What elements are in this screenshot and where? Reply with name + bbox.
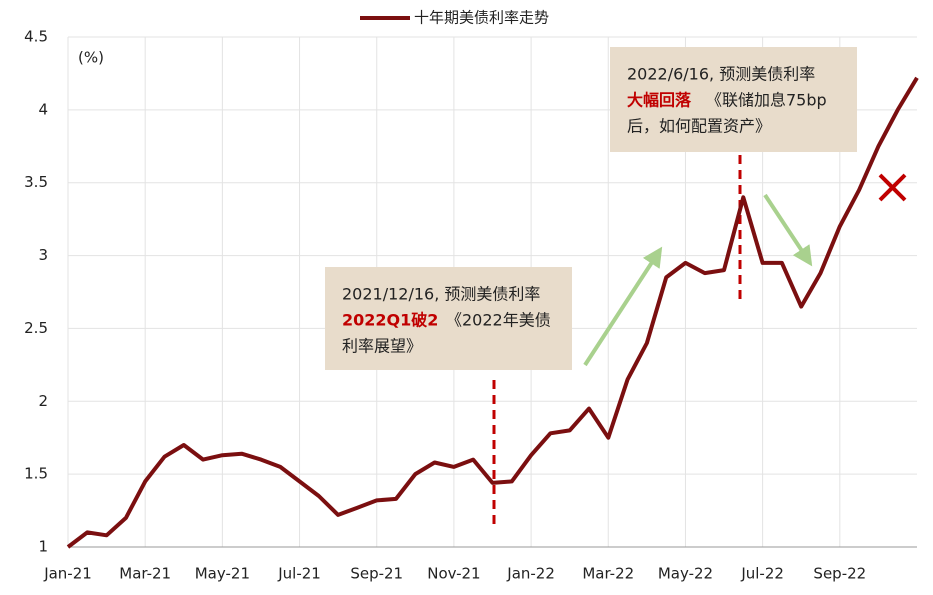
y-tick-label: 4.5 (24, 28, 48, 46)
x-tick-label: Sep-22 (813, 565, 866, 583)
x-tick-label: May-21 (195, 565, 250, 583)
series-line (66, 76, 919, 549)
x-tick-label: Jan-21 (43, 565, 92, 583)
annotation-text: 《联储加息75bp (706, 91, 827, 110)
trend-arrow (763, 193, 813, 267)
y-tick-label: 2.5 (24, 319, 48, 337)
annotation-text: 后，如何配置资产》 (627, 117, 771, 136)
trend-arrow (583, 246, 663, 367)
y-tick-label: 4 (38, 100, 48, 118)
y-tick-label: 3.5 (24, 173, 48, 191)
annotation-box (325, 267, 572, 370)
x-tick-label: Jul-22 (740, 565, 784, 583)
annotation-text: 《2022年美债 (446, 311, 551, 330)
x-tick-label: Sep-21 (350, 565, 403, 583)
legend-label: 十年期美债利率走势 (414, 9, 549, 27)
y-tick-label: 3 (38, 246, 48, 264)
annotation-text: 利率展望》 (342, 337, 422, 356)
x-tick-label: Jul-21 (277, 565, 321, 583)
x-tick-label: Mar-22 (582, 565, 634, 583)
annotation-highlight: 大幅回落 (627, 91, 692, 110)
unit-label: (%) (78, 49, 104, 67)
x-tick-label: Jan-22 (506, 565, 555, 583)
annotation-highlight: 2022Q1破2 (342, 311, 438, 330)
annotation-text: 2021/12/16, 预测美债利率 (342, 285, 540, 304)
annotation-text: 2022/6/16, 预测美债利率 (627, 65, 815, 84)
y-tick-label: 1.5 (24, 465, 48, 483)
x-tick-label: May-22 (658, 565, 713, 583)
y-tick-label: 1 (38, 538, 48, 556)
y-tick-label: 2 (38, 392, 48, 410)
x-tick-label: Mar-21 (119, 565, 171, 583)
cross-mark (878, 173, 907, 202)
x-tick-label: Nov-21 (427, 565, 480, 583)
annotation-box (610, 47, 857, 152)
